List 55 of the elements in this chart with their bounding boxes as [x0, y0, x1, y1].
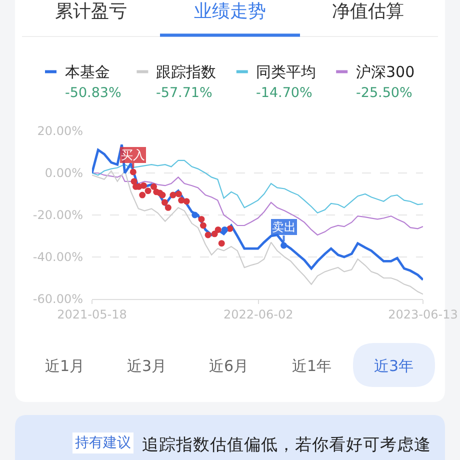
legend-label: 跟踪指数 — [156, 63, 216, 81]
y-tick-label: -20.00% — [32, 208, 83, 222]
text: 持有建议 — [75, 435, 131, 451]
y-tick-label: -40.00% — [32, 250, 83, 264]
text: -14.70% — [256, 85, 313, 101]
point — [226, 225, 234, 232]
point — [161, 199, 168, 206]
line-series — [92, 170, 423, 295]
text: 净值估算 — [332, 1, 404, 22]
y-tick-label: -60.00% — [32, 292, 83, 306]
text: 业绩走势 — [194, 1, 266, 22]
x-tick-label: 2021-05-18 — [57, 307, 127, 322]
point — [130, 168, 136, 176]
point — [164, 204, 172, 211]
point — [130, 178, 138, 185]
point — [200, 222, 206, 229]
text: 近3年 — [374, 357, 414, 375]
text: 近6月 — [209, 357, 249, 375]
text: 近3月 — [127, 357, 167, 375]
line-series — [92, 172, 423, 236]
annotation: 买入 — [121, 148, 145, 162]
point — [183, 198, 190, 205]
legend-label: 沪深300 — [356, 63, 415, 81]
text: -50.83% — [65, 85, 122, 101]
text: 近1年 — [292, 357, 332, 375]
point — [159, 192, 166, 198]
point — [211, 230, 218, 238]
point — [140, 182, 147, 189]
text: -57.71% — [156, 85, 213, 101]
y-tick-label: 20.00% — [37, 124, 83, 138]
point — [221, 226, 228, 233]
y-tick-label: 0.00% — [44, 166, 83, 180]
point — [178, 197, 185, 204]
x-tick-label: 2022-06-02 — [224, 307, 294, 322]
legend-label: 同类平均 — [256, 63, 316, 81]
point — [198, 216, 205, 222]
x-tick-label: 2023-06-13 — [388, 307, 458, 322]
point — [175, 190, 182, 198]
point — [204, 232, 212, 238]
point — [170, 192, 176, 198]
text: 近1月 — [45, 357, 85, 375]
point — [214, 226, 222, 233]
point — [150, 183, 157, 190]
legend-label: 本基金 — [65, 63, 110, 81]
point — [218, 240, 225, 247]
point — [139, 192, 146, 198]
point — [144, 188, 152, 194]
line-series — [92, 143, 423, 281]
point — [280, 242, 288, 249]
text: 追踪指数估值偏低，若你看好可考虑逢 — [142, 435, 431, 454]
text: 累计盈亏 — [55, 1, 127, 22]
line-series — [92, 160, 423, 214]
annotation: 卖出 — [272, 220, 296, 234]
point — [192, 212, 198, 218]
text: -25.50% — [356, 85, 413, 101]
